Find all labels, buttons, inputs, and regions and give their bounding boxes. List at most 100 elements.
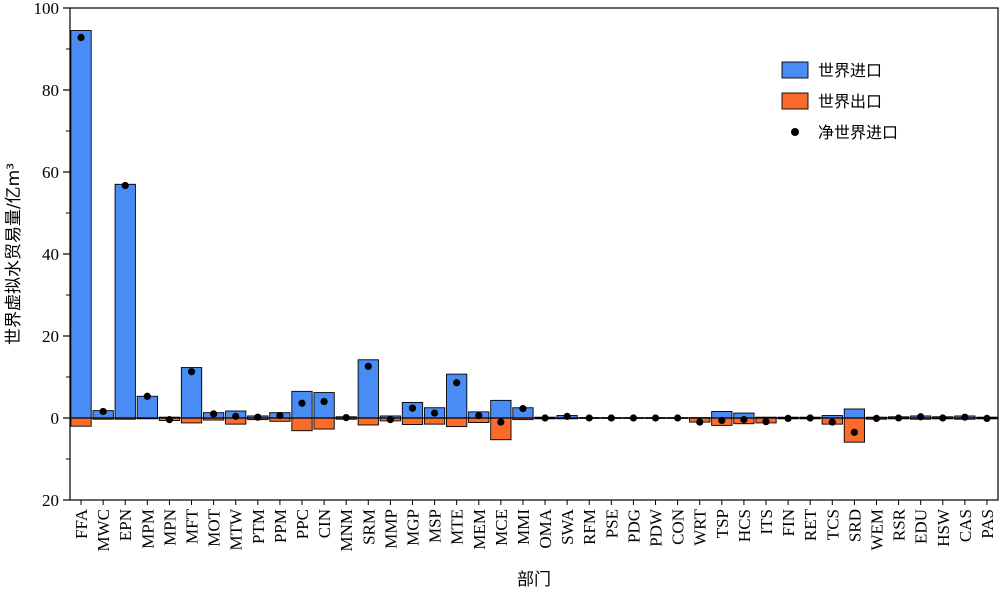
x-tick-label-mmi: MMI [514, 509, 533, 545]
x-tick-label-pdg: PDG [624, 509, 643, 543]
x-tick-label-wrt: WRT [691, 508, 710, 545]
net-import-dot-pdw [651, 414, 660, 422]
x-tick-label-its: ITS [757, 509, 776, 535]
x-tick-label-tsp: TSP [713, 509, 732, 538]
x-axis-title: 部门 [517, 570, 551, 590]
x-tick-label-tcs: TCS [823, 509, 842, 540]
net-import-dot-fin [784, 414, 792, 423]
net-import-dot-mmi [519, 404, 527, 413]
net-import-dot-epn [121, 181, 129, 190]
y-tick-label: 20 [42, 491, 59, 510]
net-import-dot-mgp [408, 404, 417, 412]
import-bar-epn [114, 183, 136, 419]
x-tick-label-edu: EDU [912, 509, 931, 544]
net-import-dot-con [674, 414, 682, 422]
net-import-dot-tsp [718, 416, 726, 425]
export-bar-mte [446, 417, 468, 428]
x-tick-label-mgp: MGP [403, 509, 422, 546]
x-tick-label-mpn: MPN [160, 509, 179, 546]
x-tick-label-ppm: PPM [271, 509, 290, 543]
x-tick-label-ppc: PPC [293, 509, 312, 539]
export-bar-ffa [70, 417, 92, 427]
x-tick-label-cas: CAS [956, 509, 975, 542]
y-tick-label: 80 [42, 81, 59, 100]
x-tick-label-pse: PSE [602, 509, 621, 538]
import-bar-mce [490, 399, 512, 419]
x-tick-label-wem: WEM [867, 509, 886, 551]
y-tick-label: 0 [51, 409, 60, 428]
x-tick-label-cin: CIN [315, 509, 334, 538]
net-import-dot-srm [364, 362, 372, 370]
legend-label: 世界进口 [818, 61, 882, 80]
net-import-dot-hsw [939, 414, 947, 422]
net-import-dot-mce [497, 418, 505, 426]
y-tick-label: 20 [42, 327, 59, 346]
net-import-dot-edu [917, 413, 925, 421]
legend-label: 净世界进口 [818, 123, 898, 142]
y-tick-label: 100 [34, 0, 60, 18]
x-tick-label-mft: MFT [183, 508, 202, 544]
net-import-dot-mot [210, 410, 218, 418]
import-bar-srd [843, 408, 865, 419]
x-tick-label-ret: RET [801, 508, 820, 541]
x-tick-label-srd: SRD [845, 509, 864, 542]
net-import-dot-mft [187, 368, 196, 376]
net-import-dot-mwc [99, 407, 107, 416]
net-import-dot-pas [983, 414, 991, 423]
net-import-dot-ppc [298, 399, 306, 407]
x-tick-label-pas: PAS [978, 509, 997, 539]
net-import-dot-mpn [165, 416, 174, 424]
x-tick-label-fin: FIN [779, 509, 798, 536]
export-bar-srm [357, 417, 379, 426]
x-tick-label-rsr: RSR [890, 508, 909, 541]
dots-layer [77, 33, 991, 436]
net-import-dot-tcs [828, 418, 836, 426]
x-tick-label-ffa: FFA [72, 508, 91, 539]
x-tick-label-mce: MCE [492, 509, 511, 546]
y-axis-title: 世界虚拟水贸易量/亿m³ [4, 163, 24, 345]
net-import-dot-mpm [143, 392, 151, 400]
x-tick-label-mem: MEM [470, 509, 489, 550]
net-import-dot-wem [872, 414, 881, 423]
net-import-dot-cin [320, 398, 328, 406]
legend-swatch-net-import [791, 128, 799, 136]
net-import-dot-wrt [696, 418, 704, 426]
x-tick-label-ptm: PTM [249, 509, 268, 544]
net-import-dot-hcs [740, 416, 748, 424]
net-import-dot-swa [563, 412, 571, 420]
x-tick-label-swa: SWA [558, 508, 577, 545]
legend-label: 世界出口 [818, 92, 882, 111]
x-tick-label-epn: EPN [116, 509, 135, 541]
net-import-dot-srd [850, 428, 858, 436]
net-import-dot-pdg [629, 414, 638, 422]
x-tick-label-mot: MOT [205, 508, 224, 546]
x-tick-label-mtw: MTW [227, 508, 246, 551]
net-import-dot-ppm [276, 411, 284, 420]
x-tick-label-mwc: MWC [94, 509, 113, 552]
legend-swatch-import [781, 61, 809, 79]
net-import-dot-ffa [77, 33, 85, 42]
import-bar-cin [313, 392, 335, 419]
net-import-dot-oma [541, 414, 549, 422]
legend-swatch-export [781, 92, 809, 110]
x-tick-label-mmp: MMP [381, 509, 400, 549]
x-tick-label-oma: OMA [536, 508, 555, 548]
x-tick-label-mpm: MPM [138, 509, 157, 549]
net-import-dot-mnm [342, 413, 350, 422]
y-tick-label: 40 [42, 245, 59, 264]
x-tick-label-hsw: HSW [934, 508, 953, 547]
export-bar-ppc [291, 417, 313, 432]
export-bar-cin [313, 417, 335, 430]
x-tick-label-srm: SRM [359, 509, 378, 545]
export-bar-msp [423, 417, 446, 425]
net-import-dot-its [762, 418, 770, 426]
x-tick-label-mnm: MNM [337, 509, 356, 552]
net-import-dot-ptm [254, 413, 262, 421]
net-import-dot-msp [430, 409, 439, 417]
net-import-dot-mem [475, 411, 483, 420]
net-import-dot-cas [961, 413, 969, 421]
x-tick-label-mte: MTE [448, 509, 467, 545]
y-axis: 20 0 20 40 60 80 100 [34, 0, 70, 510]
